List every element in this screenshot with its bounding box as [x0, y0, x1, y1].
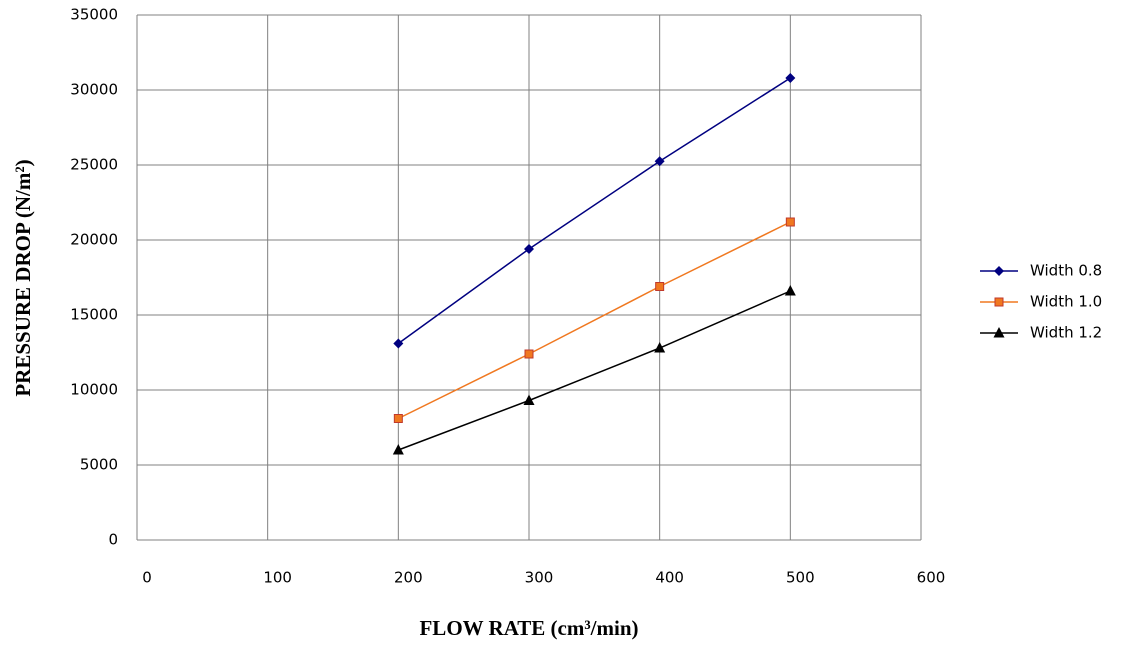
x-tick-label: 100 — [263, 569, 292, 587]
marker — [654, 342, 666, 353]
marker — [393, 338, 404, 349]
y-tick-label: 0 — [108, 531, 118, 549]
marker — [785, 217, 795, 227]
legend-label: Width 0.8 — [1030, 262, 1102, 280]
marker — [524, 244, 534, 254]
marker — [785, 73, 796, 83]
y-axis-title: PRESSURE DROP (N/m²) — [11, 159, 35, 396]
x-tick-label: 0 — [142, 569, 152, 587]
y-tick-label: 20000 — [70, 231, 118, 249]
y-tick-label: 5000 — [80, 456, 118, 474]
legend-label: Width 1.2 — [1030, 324, 1102, 342]
series-line — [398, 221, 791, 420]
y-tick-label: 10000 — [70, 381, 118, 399]
y-tick-label: 15000 — [70, 306, 118, 324]
marker — [393, 414, 403, 423]
marker — [523, 394, 535, 405]
series-line — [397, 77, 791, 345]
marker — [994, 266, 1004, 276]
x-tick-label: 600 — [917, 569, 946, 587]
x-tick-label: 400 — [655, 569, 684, 587]
marker — [524, 349, 534, 359]
y-tick-label: 35000 — [70, 6, 118, 24]
marker — [784, 285, 796, 296]
marker — [654, 156, 665, 167]
x-tick-label: 500 — [786, 569, 815, 587]
marker — [994, 297, 1004, 307]
marker — [392, 444, 404, 455]
marker — [655, 282, 665, 291]
y-tick-label: 30000 — [70, 81, 118, 99]
marker — [993, 327, 1005, 338]
series-line — [398, 290, 791, 451]
x-tick-label: 300 — [525, 569, 554, 587]
x-axis-title: FLOW RATE (cm³/min) — [419, 616, 638, 640]
y-tick-label: 25000 — [70, 156, 118, 174]
x-tick-label: 200 — [394, 569, 423, 587]
legend-label: Width 1.0 — [1030, 293, 1102, 311]
